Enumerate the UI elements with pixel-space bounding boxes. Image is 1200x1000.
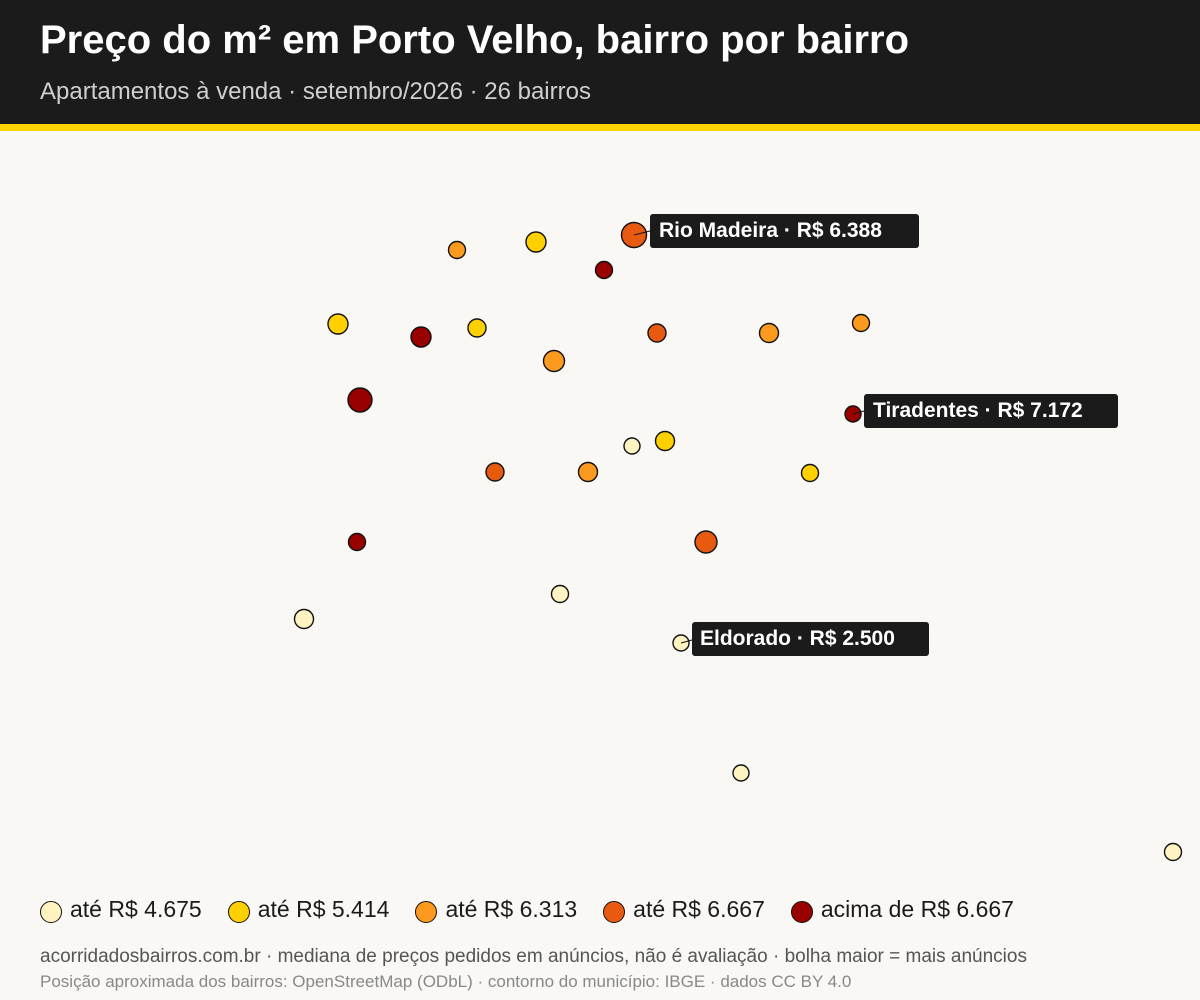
neighborhood-bubble[interactable]	[447, 240, 467, 260]
footer-source-note: acorridadosbairros.com.br · mediana de p…	[40, 946, 1027, 967]
callout-label: Eldorado · R$ 2.500	[700, 627, 895, 650]
neighborhood-bubble[interactable]	[327, 313, 349, 335]
neighborhood-bubble[interactable]	[525, 231, 547, 253]
neighborhood-bubble[interactable]	[851, 313, 871, 333]
neighborhood-bubble[interactable]	[758, 322, 780, 344]
neighborhood-bubble[interactable]	[410, 326, 432, 348]
neighborhood-bubble[interactable]	[800, 463, 820, 483]
legend-item-class-3: até R$ 6.313	[415, 895, 577, 923]
legend-item-class-5: acima de R$ 6.667	[790, 895, 1014, 923]
legend-swatch	[790, 901, 813, 923]
neighborhood-bubble[interactable]	[694, 530, 718, 554]
neighborhood-bubble[interactable]	[1163, 842, 1183, 862]
legend: até R$ 4.675 até R$ 5.414 até R$ 6.313 a…	[40, 895, 1014, 923]
neighborhood-bubble[interactable]	[542, 349, 566, 373]
footer-attribution: Posição aproximada dos bairros: OpenStre…	[40, 972, 852, 991]
neighborhood-bubble[interactable]	[467, 318, 487, 338]
neighborhood-bubble[interactable]	[654, 430, 676, 452]
legend-item-class-4: até R$ 6.667	[603, 895, 765, 923]
callout-rio-madeira: Rio Madeira · R$ 6.388	[633, 214, 919, 248]
page-title: Preço do m² em Porto Velho, bairro por b…	[40, 18, 910, 62]
legend-swatch	[227, 901, 250, 923]
neighborhood-bubble[interactable]	[485, 462, 505, 482]
legend-swatch	[415, 901, 438, 923]
neighborhood-bubble[interactable]	[550, 584, 570, 604]
callout-label: Tiradentes · R$ 7.172	[873, 399, 1083, 422]
callout-layer: Rio Madeira · R$ 6.388 Tiradentes · R$ 7…	[633, 214, 1118, 656]
neighborhood-bubble[interactable]	[732, 764, 750, 782]
legend-label: até R$ 4.675	[70, 895, 202, 922]
legend-item-class-1: até R$ 4.675	[40, 895, 202, 923]
neighborhood-bubble[interactable]	[347, 532, 367, 552]
neighborhood-bubble[interactable]	[647, 323, 667, 343]
legend-swatch	[40, 901, 62, 923]
neighborhood-bubble[interactable]	[347, 387, 373, 413]
callout-label: Rio Madeira · R$ 6.388	[659, 219, 882, 242]
legend-swatch	[603, 901, 626, 923]
legend-label: até R$ 5.414	[257, 895, 390, 922]
header-bar: Preço do m² em Porto Velho, bairro por b…	[0, 0, 1200, 124]
neighborhood-bubble[interactable]	[577, 461, 599, 483]
callout-eldorado: Eldorado · R$ 2.500	[680, 622, 929, 656]
neighborhood-bubble[interactable]	[594, 260, 614, 280]
legend-label: até R$ 6.313	[445, 895, 578, 922]
legend-label: até R$ 6.667	[633, 895, 765, 922]
callout-tiradentes: Tiradentes · R$ 7.172	[852, 394, 1118, 428]
neighborhood-bubble[interactable]	[623, 437, 641, 455]
bubble-layer	[293, 221, 1183, 862]
page-subtitle: Apartamentos à venda · setembro/2026 · 2…	[40, 78, 591, 105]
header-accent-stripe	[0, 124, 1200, 131]
neighborhood-bubble[interactable]	[293, 608, 315, 630]
legend-label: acima de R$ 6.667	[820, 895, 1014, 922]
legend-item-class-2: até R$ 5.414	[227, 895, 390, 923]
